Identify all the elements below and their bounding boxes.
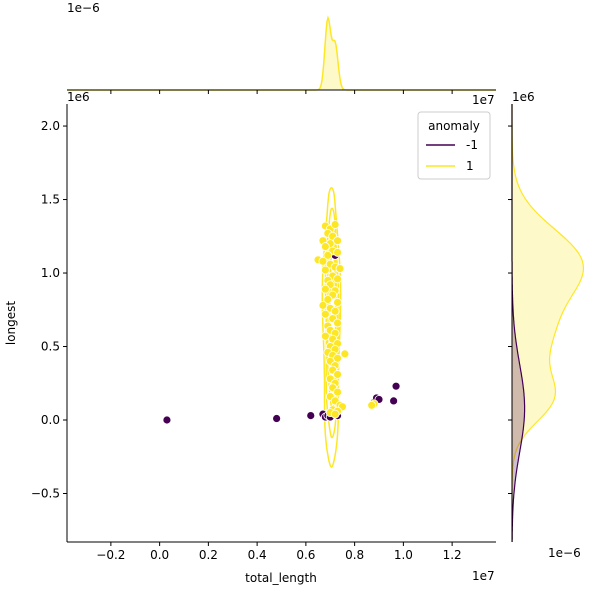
main-axes: −0.2 0.0 0.2 0.4 0.6 0.8 1.0 1.2 −0.5 0.0 0.5 1.0 1… bbox=[4, 90, 535, 585]
data-point-anomaly-1 bbox=[335, 264, 345, 274]
data-point-anomaly-1 bbox=[340, 349, 350, 359]
legend-label-anomaly-neg1: -1 bbox=[466, 138, 478, 152]
data-point-anomaly-1 bbox=[333, 353, 342, 363]
right-marginal-kde bbox=[511, 104, 584, 542]
right-marginal-scale-label: 1e−6 bbox=[548, 546, 581, 560]
x-tick-label: 0.6 bbox=[296, 548, 315, 562]
data-point-anomaly-1 bbox=[318, 256, 328, 266]
data-point-anomaly-1 bbox=[330, 409, 340, 419]
data-point-anomaly-1 bbox=[330, 306, 340, 316]
y-tick-label: 0.5 bbox=[41, 340, 60, 354]
right-marginal-plot: 1e−6 bbox=[511, 104, 584, 560]
top-marginal-scale-label: 1e−6 bbox=[67, 1, 100, 15]
top-marginal-line-anomaly-1 bbox=[67, 15, 496, 91]
y-tick-label: −0.5 bbox=[31, 486, 60, 500]
y-tick-label: 0.0 bbox=[41, 413, 60, 427]
data-point-anomaly-1 bbox=[320, 265, 330, 275]
data-point-anomaly-1 bbox=[323, 250, 333, 260]
y-axis-label: longest bbox=[4, 301, 18, 346]
y-ticks: −0.5 0.0 0.5 1.0 1.5 2.0 bbox=[31, 119, 512, 500]
data-point-anomaly-1 bbox=[320, 284, 330, 294]
data-point-anomaly-neg1 bbox=[391, 381, 401, 391]
legend-label-anomaly-1: 1 bbox=[466, 159, 474, 173]
y-tick-label: 1.5 bbox=[41, 193, 60, 207]
right-marginal-fill-anomaly-1 bbox=[512, 104, 584, 542]
top-marginal-plot: 1e−6 bbox=[67, 1, 496, 91]
x-scale-label: 1e7 bbox=[472, 569, 495, 583]
top-right-x-scale-label: 1e7 bbox=[472, 93, 495, 107]
data-point-anomaly-1 bbox=[320, 242, 330, 251]
y-tick-label: 2.0 bbox=[41, 119, 60, 133]
x-tick-label: −0.2 bbox=[96, 548, 125, 562]
data-point-anomaly-1 bbox=[320, 309, 330, 319]
x-tick-label: 0.4 bbox=[248, 548, 267, 562]
data-point-anomaly-1 bbox=[333, 370, 342, 379]
top-marginal-kde bbox=[67, 15, 496, 91]
data-point-anomaly-1 bbox=[333, 236, 342, 246]
data-point-anomaly-1 bbox=[333, 318, 342, 328]
x-tick-label: 1.0 bbox=[394, 548, 413, 562]
scatter-points bbox=[162, 220, 401, 425]
top-right-y-scale-label: 1e6 bbox=[512, 90, 535, 104]
x-axis-label: total_length bbox=[245, 571, 317, 585]
kde-contour-line bbox=[321, 186, 342, 468]
right-marginal-line-anomaly-1 bbox=[511, 104, 584, 542]
data-point-anomaly-1 bbox=[320, 331, 330, 341]
data-point-anomaly-neg1 bbox=[306, 411, 316, 420]
x-tick-label: 0.0 bbox=[150, 548, 169, 562]
data-point-anomaly-1 bbox=[333, 298, 342, 307]
data-point-anomaly-1 bbox=[333, 274, 342, 284]
data-point-anomaly-1 bbox=[333, 387, 342, 397]
data-point-anomaly-neg1 bbox=[272, 414, 282, 423]
data-point-anomaly-1 bbox=[330, 220, 340, 229]
data-point-anomaly-1 bbox=[318, 300, 328, 310]
y-tick-label: 1.0 bbox=[41, 266, 60, 280]
top-marginal-fill-anomaly-1 bbox=[67, 17, 496, 90]
data-point-anomaly-1 bbox=[367, 400, 377, 410]
data-point-anomaly-1 bbox=[323, 295, 333, 304]
x-tick-label: 0.8 bbox=[345, 548, 364, 562]
x-tick-label: 1.2 bbox=[443, 548, 462, 562]
y-scale-label: 1e6 bbox=[67, 90, 90, 104]
legend-title: anomaly bbox=[428, 119, 480, 133]
data-point-anomaly-1 bbox=[333, 248, 342, 257]
data-point-anomaly-neg1 bbox=[389, 396, 399, 406]
legend: anomaly -1 1 bbox=[417, 111, 491, 180]
x-ticks: −0.2 0.0 0.2 0.4 0.6 0.8 1.0 1.2 bbox=[96, 90, 462, 562]
data-point-anomaly-neg1 bbox=[162, 415, 172, 425]
right-marginal-fill-anomaly-neg1 bbox=[512, 104, 525, 542]
x-tick-label: 0.2 bbox=[199, 548, 218, 562]
